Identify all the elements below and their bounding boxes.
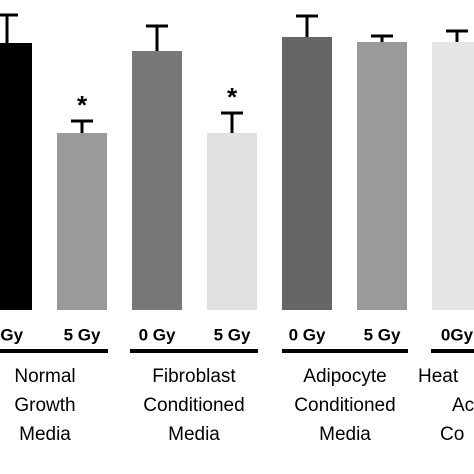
group-label: Normal [14,366,75,387]
x-tick-label: 0Gy [441,325,474,344]
x-tick-label: 0Gy [0,325,24,344]
group-label: Co [440,424,464,445]
x-tick-label: 0 Gy [139,325,176,344]
group-label: Media [168,424,220,445]
bar [432,42,474,310]
group-label: Heat [418,366,459,387]
bar [357,42,407,310]
group-label: Fibroblast [152,366,236,387]
bar [0,43,32,310]
group-label: Adipocyte [303,366,386,387]
x-tick-label: 5 Gy [214,325,251,344]
x-tick-label: 5 Gy [64,325,101,344]
bar [207,133,257,310]
group-label: Media [19,424,71,445]
x-tick-label: 5 Gy [364,325,401,344]
group-label: Media [319,424,371,445]
group-label: Conditioned [294,395,395,416]
group-label: Conditioned [143,395,244,416]
bar [57,133,107,310]
group-label: Growth [14,395,75,416]
x-tick-label: 0 Gy [289,325,326,344]
bar [132,51,182,310]
significance-mark: * [77,90,88,120]
bar [282,37,332,310]
group-label: Ac [452,395,474,416]
significance-mark: * [227,82,238,112]
